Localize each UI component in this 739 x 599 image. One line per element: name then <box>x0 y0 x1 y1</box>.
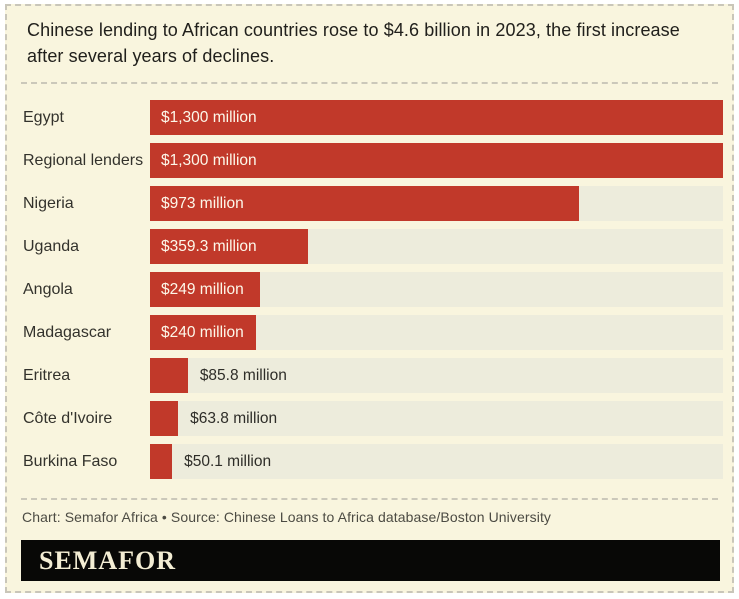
country-label: Angola <box>23 280 73 298</box>
bar-fill: $249 million <box>150 272 260 307</box>
bar-fill: $359.3 million <box>150 229 309 264</box>
country-label: Nigeria <box>23 194 74 212</box>
chart-row: Burkina Faso $50.1 million <box>23 444 723 479</box>
bar-track: $1,300 million <box>150 143 723 178</box>
value-label: $1,300 million <box>161 108 257 126</box>
value-label: $85.8 million <box>199 366 287 384</box>
bar-track: $50.1 million <box>150 444 723 479</box>
chart-row: Uganda $359.3 million <box>23 229 723 264</box>
chart-row: Nigeria $973 million <box>23 186 723 221</box>
source-credit: Chart: Semafor Africa • Source: Chinese … <box>22 509 552 525</box>
chart-row: Egypt $1,300 million <box>23 100 723 135</box>
country-label: Egypt <box>23 108 64 126</box>
country-label: Madagascar <box>23 323 112 341</box>
semafor-logo: SEMAFOR <box>39 545 176 575</box>
country-label: Uganda <box>23 237 80 255</box>
bar-track: $63.8 million <box>150 401 723 436</box>
value-label: $50.1 million <box>184 452 272 470</box>
bar-fill: $1,300 million <box>150 143 723 178</box>
bar-fill <box>150 444 173 479</box>
semafor-logo-bar: SEMAFOR <box>21 540 720 581</box>
bar-track: $1,300 million <box>150 100 723 135</box>
value-label: $359.3 million <box>161 237 257 255</box>
chart-row: Côte d'Ivoire $63.8 million <box>23 401 723 436</box>
value-label: $63.8 million <box>190 409 278 427</box>
bar-track: $973 million <box>150 186 723 221</box>
country-label: Regional lenders <box>23 151 144 169</box>
bar-chart: Egypt $1,300 million Regional lenders $1,30… <box>23 100 723 479</box>
value-label: $1,300 million <box>161 151 257 169</box>
bar-fill <box>150 358 188 393</box>
country-label: Eritrea <box>23 366 71 384</box>
bar-track: $85.8 million <box>150 358 723 393</box>
chart-row: Regional lenders $1,300 million <box>23 143 723 178</box>
chart-row: Angola $249 million <box>23 272 723 307</box>
country-label: Burkina Faso <box>23 452 118 470</box>
bar-track: $240 million <box>150 315 723 350</box>
chart-panel: Chinese lending to African countries ros… <box>5 4 734 593</box>
country-label: Côte d'Ivoire <box>23 409 113 427</box>
value-label: $240 million <box>161 323 244 341</box>
bar-track: $359.3 million <box>150 229 723 264</box>
value-label: $973 million <box>161 194 244 212</box>
footer-separator <box>21 498 718 500</box>
bar-fill <box>150 401 179 436</box>
chart-row: Eritrea $85.8 million <box>23 358 723 393</box>
bar-fill: $973 million <box>150 186 579 221</box>
value-label: $249 million <box>161 280 244 298</box>
bar-fill: $1,300 million <box>150 100 723 135</box>
title-separator <box>21 82 718 84</box>
chart-title: Chinese lending to African countries ros… <box>27 20 680 66</box>
chart-row: Madagascar $240 million <box>23 315 723 350</box>
bar-fill: $240 million <box>150 315 256 350</box>
bar-track: $249 million <box>150 272 723 307</box>
